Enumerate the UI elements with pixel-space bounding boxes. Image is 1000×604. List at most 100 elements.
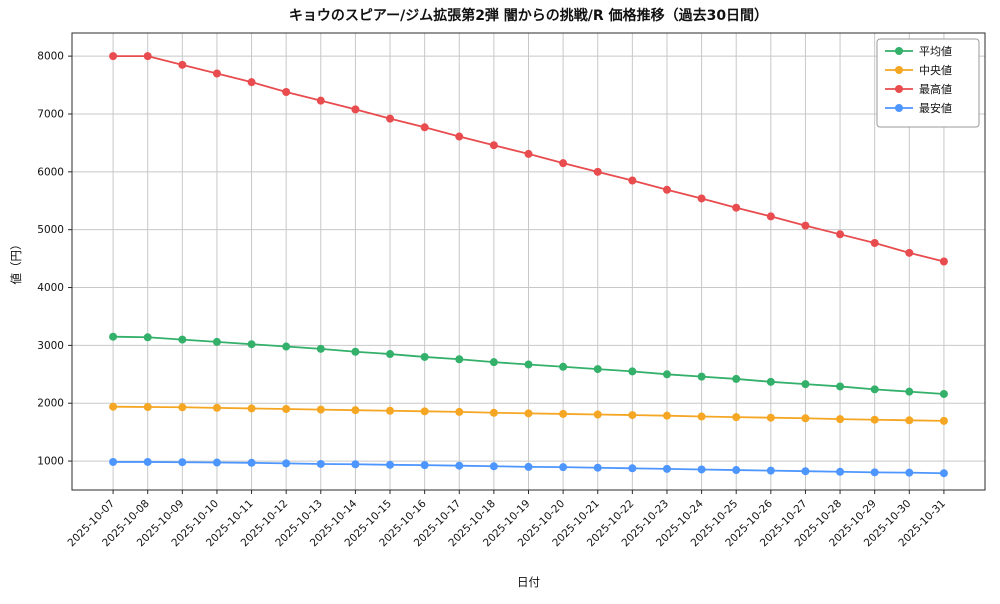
data-point bbox=[524, 409, 533, 418]
data-point bbox=[212, 69, 221, 78]
data-point bbox=[732, 203, 741, 212]
legend-marker bbox=[895, 66, 903, 74]
data-point bbox=[178, 335, 187, 344]
data-point bbox=[662, 464, 671, 473]
data-point bbox=[386, 406, 395, 415]
x-axis-label: 日付 bbox=[517, 575, 540, 589]
data-point bbox=[593, 410, 602, 419]
data-point bbox=[455, 132, 464, 141]
data-point bbox=[801, 414, 810, 423]
data-point bbox=[247, 340, 256, 349]
data-point bbox=[939, 257, 948, 266]
data-point bbox=[351, 347, 360, 356]
data-point bbox=[870, 238, 879, 247]
data-point bbox=[420, 461, 429, 470]
data-point bbox=[732, 466, 741, 475]
y-tick-label: 6000 bbox=[37, 166, 64, 178]
y-tick-label: 1000 bbox=[37, 456, 64, 468]
data-point bbox=[836, 415, 845, 424]
data-point bbox=[489, 141, 498, 150]
series-2 bbox=[109, 52, 948, 266]
data-point bbox=[316, 96, 325, 105]
data-point bbox=[351, 406, 360, 415]
data-point bbox=[905, 248, 914, 257]
y-tick-label: 4000 bbox=[37, 282, 64, 294]
data-point bbox=[420, 352, 429, 361]
data-point bbox=[905, 387, 914, 396]
legend-label: 最安値 bbox=[919, 101, 952, 115]
data-point bbox=[524, 360, 533, 369]
data-point bbox=[662, 185, 671, 194]
data-point bbox=[766, 466, 775, 475]
data-point bbox=[282, 459, 291, 468]
legend-label: 平均値 bbox=[919, 45, 952, 58]
data-point bbox=[212, 337, 221, 346]
data-point bbox=[178, 60, 187, 69]
data-point bbox=[662, 411, 671, 420]
data-point bbox=[628, 411, 637, 420]
data-point bbox=[420, 407, 429, 416]
data-point bbox=[801, 380, 810, 389]
data-point bbox=[697, 194, 706, 203]
data-point bbox=[316, 405, 325, 414]
legend-marker bbox=[895, 47, 903, 55]
data-point bbox=[766, 377, 775, 386]
data-point bbox=[109, 457, 118, 466]
y-tick-label: 5000 bbox=[37, 224, 64, 236]
data-point bbox=[109, 402, 118, 411]
data-point bbox=[178, 458, 187, 467]
data-point bbox=[212, 458, 221, 467]
data-point bbox=[939, 389, 948, 398]
series-0 bbox=[109, 332, 948, 398]
data-point bbox=[143, 402, 152, 411]
data-point bbox=[247, 78, 256, 87]
data-point bbox=[662, 370, 671, 379]
data-point bbox=[766, 413, 775, 422]
data-point bbox=[870, 415, 879, 424]
data-point bbox=[836, 230, 845, 239]
series-1 bbox=[109, 402, 948, 425]
data-point bbox=[489, 408, 498, 417]
y-tick-label: 3000 bbox=[37, 340, 64, 352]
data-point bbox=[386, 350, 395, 359]
data-point bbox=[697, 412, 706, 421]
data-point bbox=[524, 462, 533, 471]
data-point bbox=[143, 333, 152, 342]
data-point bbox=[316, 344, 325, 353]
data-point bbox=[628, 464, 637, 473]
data-point bbox=[836, 467, 845, 476]
data-point bbox=[489, 358, 498, 367]
data-point bbox=[559, 362, 568, 371]
data-point bbox=[282, 88, 291, 97]
data-point bbox=[489, 462, 498, 471]
data-point bbox=[628, 176, 637, 185]
data-point bbox=[247, 458, 256, 467]
data-point bbox=[905, 468, 914, 477]
data-point bbox=[351, 460, 360, 469]
data-point bbox=[282, 405, 291, 414]
legend-box bbox=[876, 38, 980, 128]
data-point bbox=[316, 459, 325, 468]
data-point bbox=[766, 212, 775, 221]
y-tick-label: 7000 bbox=[37, 108, 64, 120]
data-point bbox=[386, 114, 395, 123]
data-point bbox=[420, 123, 429, 132]
data-point bbox=[801, 221, 810, 230]
chart-title: キョウのスピアー/ジム拡張第2弾 闇からの挑戦/R 価格推移（過去30日間） bbox=[289, 7, 768, 24]
data-point bbox=[455, 355, 464, 364]
data-point bbox=[559, 409, 568, 418]
legend-marker bbox=[895, 85, 903, 93]
data-point bbox=[732, 374, 741, 383]
data-point bbox=[593, 167, 602, 176]
data-point bbox=[836, 382, 845, 391]
data-point bbox=[143, 457, 152, 466]
data-point bbox=[732, 413, 741, 422]
data-point bbox=[559, 463, 568, 472]
data-point bbox=[559, 159, 568, 168]
data-point bbox=[524, 149, 533, 158]
data-point bbox=[593, 365, 602, 374]
data-point bbox=[178, 403, 187, 412]
